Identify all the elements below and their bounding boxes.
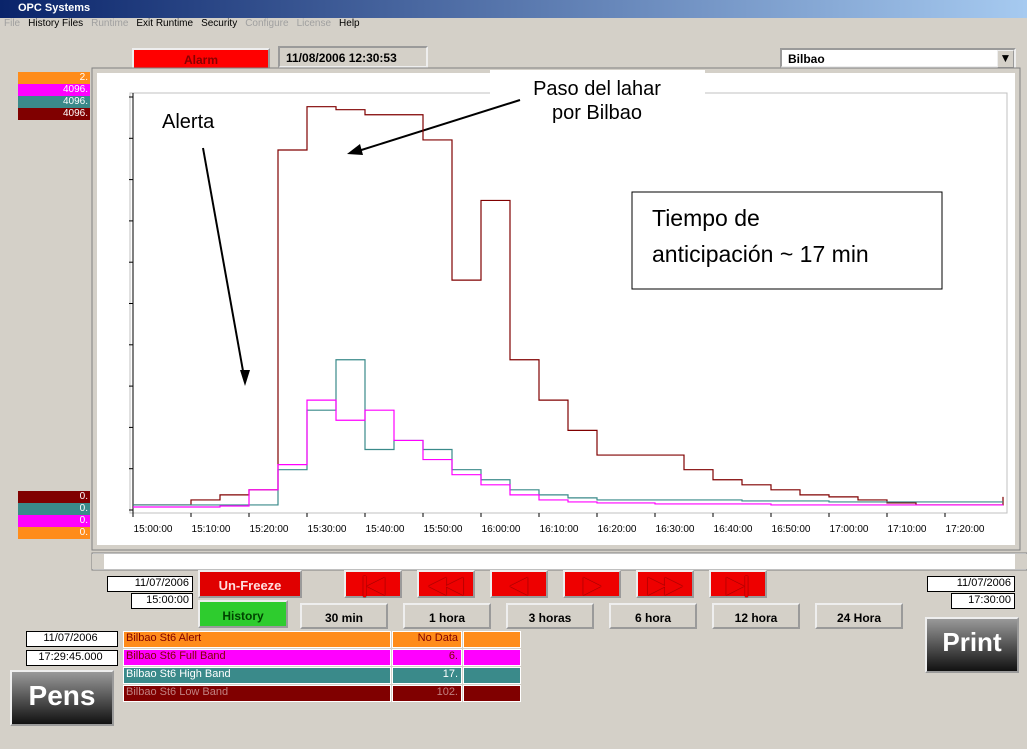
menu-bar: File History Files Runtime Exit Runtime Secu… (0, 18, 1027, 32)
range-button[interactable]: 3 horas (506, 603, 594, 629)
menu-item[interactable]: Runtime (91, 18, 129, 29)
scale-min: 0. (18, 527, 90, 539)
location: Bilbao (788, 52, 825, 66)
x-tick-label: 16:30:00 (656, 524, 695, 535)
series-line (133, 106, 1004, 506)
nav-button[interactable]: ◀ (490, 570, 548, 598)
pens-button[interactable]: Pens (10, 670, 114, 726)
series-line (133, 399, 1003, 508)
range-button[interactable]: 1 hora (403, 603, 491, 629)
datetime: 11/08/2006 12:30:53 (278, 46, 428, 68)
unfreeze-button[interactable]: Un-Freeze (198, 570, 302, 598)
location-select[interactable]: Bilbao ▼ (780, 48, 1016, 68)
range-button[interactable]: 30 min (300, 603, 388, 629)
menu-item[interactable]: Exit Runtime (136, 18, 194, 29)
x-tick-label: 15:30:00 (308, 524, 347, 535)
x-tick-label: 16:20:00 (598, 524, 637, 535)
nav-button[interactable]: |◀ (344, 570, 402, 598)
end-time: 17:30:00 (951, 593, 1015, 609)
x-tick-label: 15:50:00 (424, 524, 463, 535)
nav-button[interactable]: ◀◀ (417, 570, 475, 598)
pen-name: Bilbao St6 Full Band (123, 649, 391, 666)
scale-max: 4096. (18, 108, 90, 120)
x-tick-label: 15:20:00 (250, 524, 289, 535)
annotation: Paso del lahar por Bilbao (533, 78, 661, 124)
menu-item[interactable]: History Files (28, 18, 84, 29)
pen-name: Bilbao St6 Alert (123, 631, 391, 648)
menu-item[interactable]: File (4, 18, 21, 29)
scale-min: 0. (18, 503, 90, 515)
x-tick-label: 17:10:00 (888, 524, 927, 535)
window-title: OPC Systems (18, 2, 91, 14)
pen-value: 17. (392, 667, 462, 684)
x-tick-label: 16:00:00 (482, 524, 521, 535)
pen-color (463, 631, 521, 648)
pen-name: Bilbao St6 High Band (123, 667, 391, 684)
scale-min: 0. (18, 515, 90, 527)
scale-max: 4096. (18, 84, 90, 96)
pen-color (463, 685, 521, 702)
x-tick-label: 17:00:00 (830, 524, 869, 535)
cursor-time: 17:29:45.000 (26, 650, 118, 666)
range-button[interactable]: 24 Hora (815, 603, 903, 629)
range-button[interactable]: 6 hora (609, 603, 697, 629)
x-tick-label: 15:00:00 (134, 524, 173, 535)
annotation: Tiempo de anticipación ~ 17 min (652, 205, 869, 267)
end-date: 11/07/2006 (927, 576, 1015, 592)
cursor-date: 11/07/2006 (26, 631, 118, 647)
x-tick-label: 15:10:00 (192, 524, 231, 535)
start-time: 15:00:00 (131, 593, 193, 609)
print-button[interactable]: Print (925, 617, 1019, 673)
pen-value: 102. (392, 685, 462, 702)
title-bar: OPC Systems (0, 0, 1027, 18)
x-tick-label: 16:40:00 (714, 524, 753, 535)
menu-item[interactable]: Configure (245, 18, 289, 29)
pen-value: No Data (392, 631, 462, 648)
x-tick-label: 15:40:00 (366, 524, 405, 535)
history-button[interactable]: History (198, 600, 288, 628)
pen-name: Bilbao St6 Low Band (123, 685, 391, 702)
x-tick-label: 16:50:00 (772, 524, 811, 535)
menu-item[interactable]: License (296, 18, 332, 29)
annotation: Alerta (162, 111, 215, 133)
scale-max: 4096. (18, 96, 90, 108)
x-tick-label: 16:10:00 (540, 524, 579, 535)
scale-max: 2. (18, 72, 90, 84)
range-button[interactable]: 12 hora (712, 603, 800, 629)
pen-value: 6. (392, 649, 462, 666)
pen-color (463, 667, 521, 684)
x-tick-label: 17:20:00 (946, 524, 985, 535)
nav-button[interactable]: ▶| (709, 570, 767, 598)
pen-color (463, 649, 521, 666)
menu-item[interactable]: Help (339, 18, 360, 29)
nav-button[interactable]: ▶ (563, 570, 621, 598)
nav-button[interactable]: ▶▶ (636, 570, 694, 598)
scale-min: 0. (18, 491, 90, 503)
start-date: 11/07/2006 (107, 576, 193, 592)
menu-item[interactable]: Security (201, 18, 238, 29)
